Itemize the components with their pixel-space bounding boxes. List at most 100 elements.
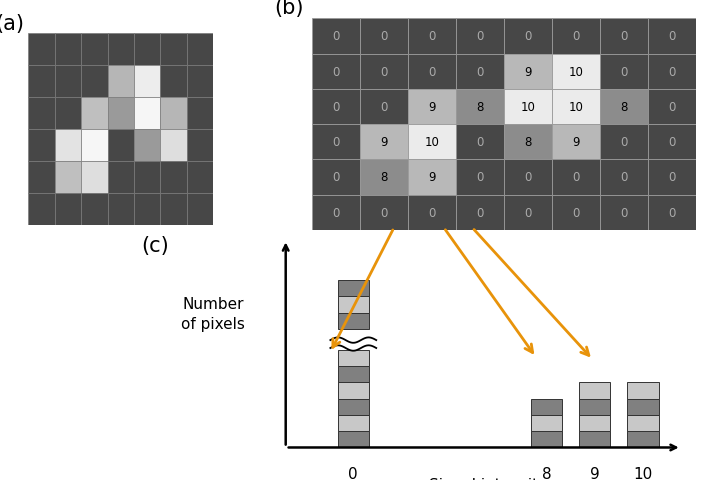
Bar — [187, 66, 213, 97]
Bar — [456, 90, 504, 125]
Text: 0: 0 — [476, 65, 484, 79]
Bar — [160, 193, 187, 226]
Bar — [338, 297, 369, 313]
Bar — [81, 34, 107, 66]
Bar — [648, 125, 696, 160]
Bar — [648, 90, 696, 125]
Bar — [187, 97, 213, 130]
Bar — [552, 54, 600, 90]
Bar — [504, 90, 552, 125]
Bar — [628, 415, 659, 432]
Bar — [81, 130, 107, 162]
Bar — [160, 162, 187, 193]
Bar — [81, 66, 107, 97]
Bar — [107, 97, 134, 130]
Bar — [28, 130, 55, 162]
Bar — [81, 97, 107, 130]
Text: 9: 9 — [428, 171, 436, 184]
Bar — [107, 162, 134, 193]
Bar — [600, 54, 648, 90]
Bar — [107, 66, 134, 97]
Bar — [504, 195, 552, 230]
Text: 0: 0 — [525, 206, 532, 219]
Text: 8: 8 — [621, 101, 628, 114]
Text: 8: 8 — [381, 171, 388, 184]
Text: 0: 0 — [381, 65, 388, 79]
Bar — [187, 193, 213, 226]
Bar — [552, 160, 600, 195]
Text: 0: 0 — [621, 30, 628, 43]
Bar — [648, 19, 696, 54]
Text: 0: 0 — [572, 30, 579, 43]
Bar — [628, 383, 659, 399]
Text: 0: 0 — [525, 171, 532, 184]
Text: 10: 10 — [425, 136, 439, 149]
Bar — [312, 90, 361, 125]
Bar — [134, 97, 160, 130]
Bar — [55, 97, 81, 130]
Bar — [28, 193, 55, 226]
Bar — [531, 399, 562, 415]
Bar — [628, 432, 659, 447]
Bar — [456, 160, 504, 195]
Bar — [600, 90, 648, 125]
Text: 0: 0 — [333, 136, 340, 149]
Bar — [81, 193, 107, 226]
Text: 0: 0 — [429, 65, 436, 79]
Bar — [361, 19, 408, 54]
Bar — [579, 415, 611, 432]
Bar — [456, 125, 504, 160]
Bar — [187, 34, 213, 66]
Bar — [312, 160, 361, 195]
Bar — [107, 130, 134, 162]
Text: 0: 0 — [476, 171, 484, 184]
Text: 0: 0 — [333, 171, 340, 184]
Bar — [28, 66, 55, 97]
Bar — [338, 366, 369, 383]
Text: 0: 0 — [621, 206, 628, 219]
Text: 0: 0 — [333, 65, 340, 79]
Text: 0: 0 — [476, 136, 484, 149]
Bar — [134, 66, 160, 97]
Text: 0: 0 — [381, 30, 388, 43]
Bar — [134, 130, 160, 162]
Bar — [600, 160, 648, 195]
Text: 0: 0 — [572, 206, 579, 219]
Text: 0: 0 — [333, 206, 340, 219]
Bar — [134, 193, 160, 226]
Text: 0: 0 — [668, 136, 675, 149]
Text: 0: 0 — [381, 101, 388, 114]
Bar — [600, 195, 648, 230]
Bar — [579, 432, 611, 447]
Text: 0: 0 — [429, 206, 436, 219]
Bar — [552, 19, 600, 54]
Bar — [531, 415, 562, 432]
Bar — [107, 193, 134, 226]
Text: 0: 0 — [668, 171, 675, 184]
Bar — [187, 162, 213, 193]
Bar — [55, 130, 81, 162]
Bar — [338, 432, 369, 447]
Bar — [361, 160, 408, 195]
Bar — [408, 195, 457, 230]
Text: 8: 8 — [542, 466, 551, 480]
Bar — [600, 19, 648, 54]
Bar — [81, 162, 107, 193]
Bar — [456, 195, 504, 230]
Bar — [338, 399, 369, 415]
Bar — [361, 195, 408, 230]
Bar — [552, 90, 600, 125]
Bar — [338, 415, 369, 432]
Bar — [160, 34, 187, 66]
Text: 8: 8 — [476, 101, 484, 114]
Bar — [648, 160, 696, 195]
Text: 0: 0 — [381, 206, 388, 219]
Bar — [531, 432, 562, 447]
Bar — [361, 54, 408, 90]
Bar — [408, 19, 457, 54]
Text: 0: 0 — [621, 136, 628, 149]
Bar — [648, 195, 696, 230]
Text: 0: 0 — [668, 101, 675, 114]
Text: 10: 10 — [520, 101, 535, 114]
Bar — [134, 34, 160, 66]
